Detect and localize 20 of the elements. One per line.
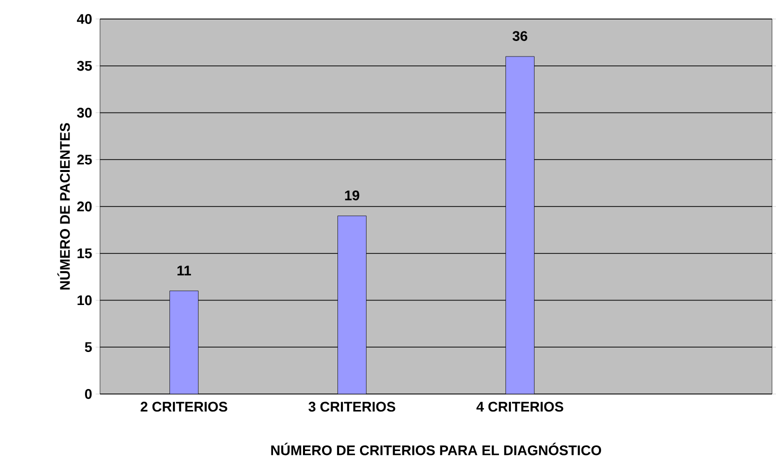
- y-tick-label: 35: [77, 60, 92, 71]
- data-label: 36: [512, 31, 528, 41]
- y-tick-label: 10: [78, 295, 92, 306]
- y-tick-label: 25: [77, 154, 92, 165]
- y-axis-title: NÚMERO DE PACIENTES: [57, 123, 70, 290]
- bar: [170, 290, 198, 394]
- y-tick-label: 40: [76, 14, 92, 24]
- bar: [338, 216, 366, 394]
- x-tick-label: 2 CRITERIOS: [140, 402, 228, 412]
- bar: [506, 56, 534, 394]
- x-tick-label: 3 CRITERIOS: [308, 402, 396, 412]
- data-label: 11: [178, 266, 191, 276]
- x-axis-title: NÚMERO DE CRITERIOS PARA EL DIAGNÓSTICO: [271, 442, 602, 456]
- data-label: 19: [345, 190, 360, 200]
- y-tick-label: 30: [77, 108, 92, 118]
- x-tick-label: 4 CRITERIOS: [476, 402, 564, 412]
- y-tick-label: 20: [77, 202, 92, 212]
- y-tick-label: 5: [84, 342, 92, 352]
- y-tick-label: 15: [78, 248, 92, 258]
- y-tick-label: 0: [85, 389, 92, 399]
